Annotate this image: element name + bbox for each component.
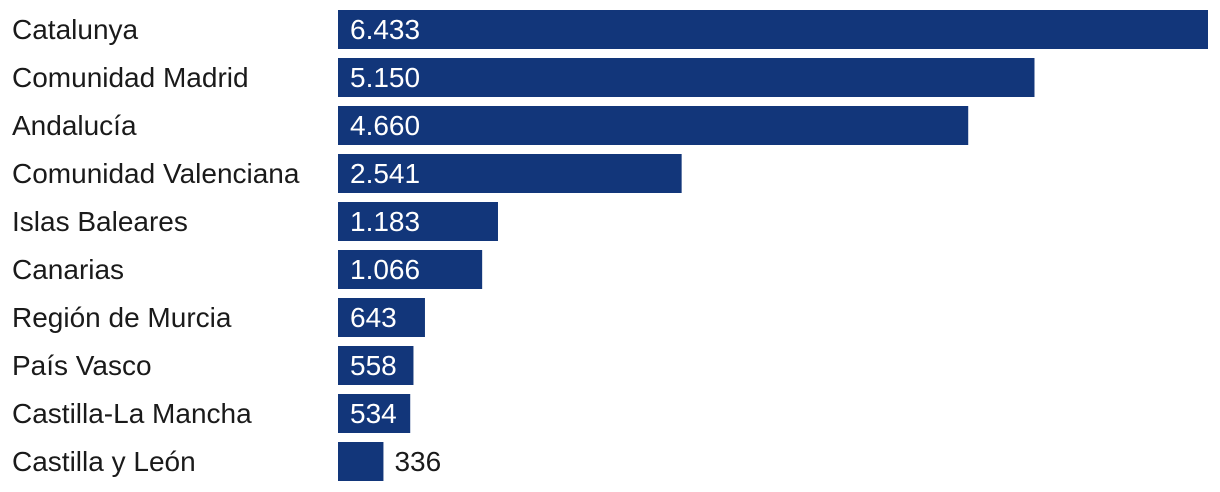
category-label-islas-baleares: Islas Baleares (12, 206, 188, 237)
category-label-region-de-murcia: Región de Murcia (12, 302, 232, 333)
value-label-canarias: 1.066 (350, 254, 420, 285)
category-label-pais-vasco: País Vasco (12, 350, 152, 381)
bar-catalunya (338, 10, 1208, 49)
bar-canarias (338, 250, 483, 289)
value-labels: 6.433 5.150 4.660 2.541 1.183 1.066 643 558 534 3… (350, 14, 441, 477)
bar-castilla-la-mancha (338, 394, 411, 433)
bar-region-de-murcia (338, 298, 425, 337)
category-label-castilla-y-leon: Castilla y León (12, 446, 196, 477)
value-label-castilla-y-leon: 336 (394, 446, 441, 477)
category-label-canarias: Canarias (12, 254, 124, 285)
category-label-castilla-la-mancha: Castilla-La Mancha (12, 398, 252, 429)
bar-castilla-y-leon (338, 442, 384, 481)
value-label-region-de-murcia: 643 (350, 302, 397, 333)
value-label-comunidad-valenciana: 2.541 (350, 158, 420, 189)
bar-comunidad-madrid (338, 58, 1035, 97)
category-label-comunidad-valenciana: Comunidad Valenciana (12, 158, 300, 189)
category-label-catalunya: Catalunya (12, 14, 139, 45)
bar-islas-baleares (338, 202, 498, 241)
value-label-comunidad-madrid: 5.150 (350, 62, 420, 93)
value-label-andalucia: 4.660 (350, 110, 420, 141)
bars (338, 10, 1208, 481)
bar-comunidad-valenciana (338, 154, 682, 193)
category-labels: Catalunya Comunidad Madrid Andalucía Comuni… (12, 14, 300, 477)
value-label-islas-baleares: 1.183 (350, 206, 420, 237)
category-label-andalucia: Andalucía (12, 110, 137, 141)
category-label-comunidad-madrid: Comunidad Madrid (12, 62, 249, 93)
bar-andalucia (338, 106, 969, 145)
value-label-castilla-la-mancha: 534 (350, 398, 397, 429)
value-label-pais-vasco: 558 (350, 350, 397, 381)
bar-pais-vasco (338, 346, 414, 385)
value-label-catalunya: 6.433 (350, 14, 420, 45)
